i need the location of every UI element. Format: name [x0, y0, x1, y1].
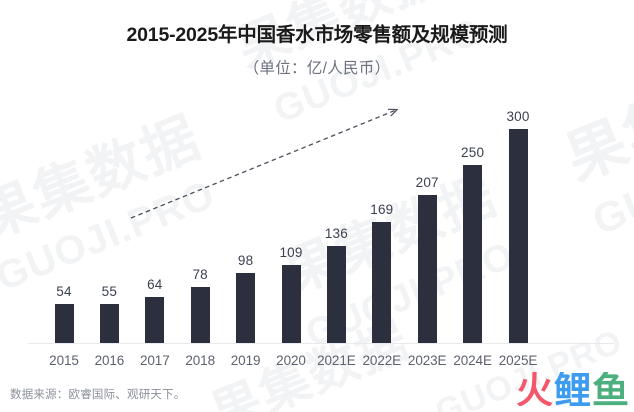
x-axis-label: 2018 [185, 353, 215, 368]
bar-group-2017[interactable]: 64 2017 [132, 277, 178, 368]
bar-value-label: 207 [415, 175, 439, 191]
chart-subtitle: （单位：亿/人民币） [243, 60, 391, 78]
bar-group-2016[interactable]: 55 2016 [86, 284, 132, 368]
x-axis-label: 2016 [94, 353, 125, 368]
bar-value-label: 169 [370, 202, 394, 218]
bar[interactable] [417, 195, 437, 343]
x-axis-label: 2022E [362, 353, 402, 368]
bar[interactable] [99, 303, 119, 343]
chart-header: 2015-2025年中国香水市场零售额及规模预测 （单位：亿/人民币） [0, 0, 634, 78]
bar[interactable] [54, 304, 74, 343]
watermark-text: GUOJI.PRO [585, 109, 634, 244]
x-axis-label: 2017 [139, 353, 170, 368]
chart-footer: 数据来源：欧睿国际、观研天下。 火鲤鱼 [0, 372, 634, 412]
bar[interactable] [372, 222, 392, 343]
bar-value-label: 54 [56, 284, 72, 300]
bar-value-label: 136 [324, 226, 348, 241]
bar-value-label: 55 [101, 283, 118, 299]
x-axis-label: 2015 [49, 353, 79, 368]
bar-group-2025e[interactable]: 300 2025E [495, 109, 541, 368]
x-axis-label: 2024E [453, 353, 492, 368]
x-axis-label: 2023E [407, 353, 447, 368]
bar-value-label: 64 [147, 277, 163, 293]
bar-group-2024e[interactable]: 250 2024E [450, 145, 496, 368]
x-axis-label: 2020 [276, 353, 306, 368]
chart-title: 2015-2025年中国香水市场零售额及规模预测 [126, 24, 508, 46]
bar-value-label: 98 [237, 253, 254, 269]
x-axis-line [28, 343, 614, 344]
brand-char-2: 鲤 [554, 372, 592, 406]
bar-group-2018[interactable]: 78 2018 [177, 267, 223, 368]
brand-logo: 火鲤鱼 [516, 372, 630, 406]
brand-char-1: 火 [516, 372, 554, 406]
bar[interactable] [236, 273, 256, 343]
bar-group-2022e[interactable]: 169 2022E [359, 202, 405, 368]
bar-value-label: 109 [279, 245, 303, 261]
x-axis-label: 2021E [317, 353, 356, 368]
source-note: 数据来源：欧睿国际、观研天下。 [10, 389, 186, 401]
bar-value-label: 300 [506, 109, 530, 124]
bar[interactable] [190, 287, 210, 343]
bar[interactable] [463, 164, 483, 343]
bar-value-label: 78 [192, 267, 208, 283]
bar[interactable] [145, 297, 165, 343]
bar-group-2015[interactable]: 54 2015 [41, 284, 87, 368]
bar-group-2020[interactable]: 109 2020 [268, 245, 314, 368]
bar-group-2019[interactable]: 98 2019 [223, 253, 269, 368]
brand-char-3: 鱼 [592, 372, 630, 406]
bar[interactable] [508, 129, 528, 343]
bar[interactable] [326, 246, 346, 343]
bar[interactable] [281, 265, 301, 343]
bar-group-2021e[interactable]: 136 2021E [313, 226, 359, 368]
x-axis-label: 2019 [230, 353, 261, 368]
x-axis-label: 2025E [498, 353, 538, 368]
bar-group-2023e[interactable]: 207 2023E [404, 175, 450, 368]
bar-value-label: 250 [461, 144, 485, 160]
watermark-text: 果集数据 [0, 104, 210, 251]
